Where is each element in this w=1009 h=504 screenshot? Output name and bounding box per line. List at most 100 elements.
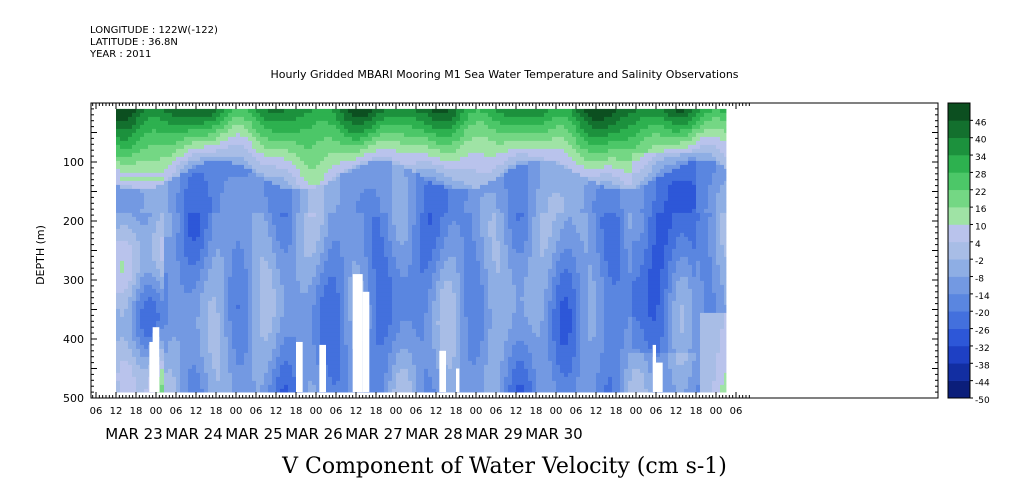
heat-cell <box>200 204 205 210</box>
heat-cell <box>204 256 209 262</box>
heat-cell <box>272 260 277 266</box>
heat-cell <box>208 340 213 346</box>
heat-cell <box>244 140 249 146</box>
heat-cell <box>308 152 313 158</box>
heat-cell <box>364 164 369 170</box>
heat-cell <box>192 148 197 154</box>
heat-cell <box>208 156 213 162</box>
heat-cell <box>176 332 181 338</box>
heat-cell <box>384 256 389 262</box>
heat-cell <box>364 208 369 214</box>
heat-cell <box>328 196 333 202</box>
heat-cell <box>312 296 317 302</box>
heat-cell <box>344 264 349 270</box>
heat-cell <box>188 380 193 386</box>
heat-cell <box>224 324 229 330</box>
heat-cell <box>200 288 205 294</box>
heat-cell <box>256 140 261 146</box>
heat-cell <box>212 228 217 234</box>
heat-cell <box>196 308 201 314</box>
heat-cell <box>368 172 373 178</box>
heat-cell <box>344 388 349 393</box>
heat-cell <box>184 256 189 262</box>
heat-cell <box>164 172 169 178</box>
heat-cell <box>380 324 385 330</box>
heat-cell <box>236 316 241 322</box>
heat-cell <box>324 200 329 206</box>
heat-cell <box>308 380 313 386</box>
heat-cell <box>196 240 201 246</box>
heat-cell <box>260 304 265 310</box>
heat-cell <box>148 108 153 114</box>
heat-cell <box>380 384 385 390</box>
heat-cell <box>192 304 197 310</box>
heat-cell <box>216 216 221 222</box>
heat-cell <box>324 132 329 138</box>
heat-cell <box>240 304 245 310</box>
heat-cell <box>180 172 185 178</box>
heat-cell <box>144 264 149 270</box>
heat-cell <box>344 296 349 302</box>
heat-cell <box>128 140 133 146</box>
heat-cell <box>120 216 125 222</box>
heat-cell <box>124 308 129 314</box>
heat-cell <box>396 152 401 158</box>
heat-cell <box>380 112 385 118</box>
heat-cell <box>148 252 153 258</box>
heat-cell <box>372 340 377 346</box>
heat-cell <box>340 328 345 334</box>
heat-cell <box>144 368 149 374</box>
heat-cell <box>308 296 313 302</box>
heat-cell <box>248 120 253 126</box>
heat-cell <box>328 384 333 390</box>
heat-cell <box>336 240 341 246</box>
heat-cell <box>168 348 173 354</box>
heat-cell <box>392 292 397 298</box>
heat-cell <box>288 192 293 198</box>
heat-cell <box>120 208 125 214</box>
heat-cell <box>340 164 345 170</box>
heat-cell <box>236 240 241 246</box>
heat-cell <box>116 284 121 290</box>
heat-cell <box>168 260 173 266</box>
heat-cell <box>316 120 321 126</box>
heat-cell <box>132 156 137 162</box>
heat-cell <box>116 244 121 250</box>
heat-cell <box>376 328 381 334</box>
heat-cell <box>372 360 377 366</box>
heat-cell <box>292 116 297 122</box>
heat-cell <box>372 200 377 206</box>
heat-cell <box>256 388 261 393</box>
heat-cell <box>236 288 241 294</box>
heat-cell <box>296 244 301 250</box>
heat-cell <box>232 184 237 190</box>
heat-cell <box>128 108 133 114</box>
heat-cell <box>172 132 177 138</box>
heat-cell <box>164 164 169 170</box>
heat-cell <box>268 212 273 218</box>
heat-cell <box>144 232 149 238</box>
heat-cell <box>244 384 249 390</box>
heat-cell <box>248 256 253 262</box>
heat-cell <box>348 328 353 334</box>
heat-cell <box>272 324 277 330</box>
heat-cell <box>228 232 233 238</box>
heat-cell <box>156 288 161 294</box>
heat-cell <box>268 252 273 258</box>
heat-cell <box>136 172 141 178</box>
heat-cell <box>376 132 381 138</box>
heat-cell <box>160 196 165 202</box>
heat-cell <box>276 304 281 310</box>
heat-cell <box>384 192 389 198</box>
heat-cell <box>388 364 393 370</box>
heat-cell <box>264 268 269 274</box>
heat-cell <box>116 144 121 150</box>
heat-cell <box>280 312 285 318</box>
heat-cell <box>384 204 389 210</box>
heat-cell <box>388 240 393 246</box>
heat-cell <box>132 112 137 118</box>
heat-cell <box>344 268 349 274</box>
heat-cell <box>312 348 317 354</box>
heat-cell <box>388 236 393 242</box>
heat-cell <box>220 388 225 393</box>
